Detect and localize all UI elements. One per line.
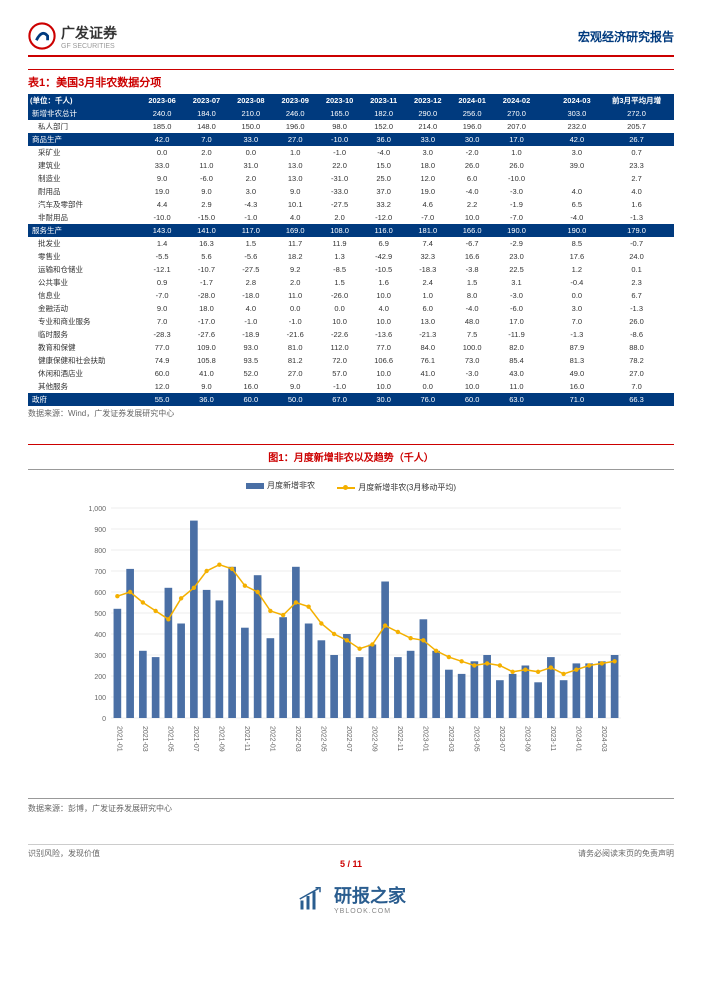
footer-left: 识别风险，发现价值 bbox=[28, 848, 100, 859]
brand-en: GF SECURITIES bbox=[61, 43, 117, 50]
page-number: 5 / 11 bbox=[28, 859, 674, 869]
brand-name: 广发证券 bbox=[61, 23, 117, 43]
watermark-name: 研报之家 bbox=[334, 882, 406, 908]
svg-text:100: 100 bbox=[94, 695, 106, 702]
svg-text:700: 700 bbox=[94, 569, 106, 576]
svg-text:2022-03: 2022-03 bbox=[294, 726, 301, 752]
watermark-url: YBLOOK.COM bbox=[334, 908, 406, 915]
report-type: 宏观经济研究报告 bbox=[578, 28, 674, 45]
chart-svg: 0 100 200 300 400 500 600 700 800 900 1,000 2021-01… bbox=[71, 498, 631, 788]
svg-text:2023-07: 2023-07 bbox=[498, 726, 505, 752]
logo: 广发证券 GF SECURITIES bbox=[28, 22, 117, 50]
legend-bar-icon bbox=[246, 483, 264, 489]
gf-logo-icon bbox=[28, 22, 56, 50]
page-header: 广发证券 GF SECURITIES 宏观经济研究报告 bbox=[28, 22, 674, 57]
table-source: 数据来源：Wind，广发证券发展研究中心 bbox=[28, 408, 674, 419]
legend-line-icon bbox=[337, 487, 355, 489]
table-title: 表1：美国3月非农数据分项 bbox=[28, 69, 674, 90]
svg-text:400: 400 bbox=[94, 632, 106, 639]
data-table: (单位：千人)2023-062023-072023-082023-092023-… bbox=[28, 94, 674, 406]
watermark-icon bbox=[296, 884, 326, 914]
svg-text:1,000: 1,000 bbox=[88, 506, 106, 513]
chart-source: 数据来源：彭博，广发证券发展研究中心 bbox=[28, 803, 674, 814]
svg-text:2021-11: 2021-11 bbox=[243, 726, 250, 751]
page-footer: 识别风险，发现价值 请务必阅读末页的免责声明 bbox=[28, 844, 674, 859]
svg-text:2021-01: 2021-01 bbox=[115, 726, 122, 752]
legend-bar-label: 月度新增非农 bbox=[267, 480, 315, 491]
footer-right: 请务必阅读末页的免责声明 bbox=[578, 848, 674, 859]
svg-text:2024-03: 2024-03 bbox=[600, 726, 607, 752]
svg-text:2021-03: 2021-03 bbox=[141, 726, 148, 752]
svg-text:2021-05: 2021-05 bbox=[166, 726, 173, 752]
svg-text:2022-01: 2022-01 bbox=[268, 726, 275, 752]
svg-text:2023-11: 2023-11 bbox=[549, 726, 556, 751]
svg-text:2023-09: 2023-09 bbox=[523, 726, 530, 752]
legend-line-label: 月度新增非农(3月移动平均) bbox=[358, 482, 456, 493]
svg-text:2022-09: 2022-09 bbox=[370, 726, 377, 752]
chart-legend: 月度新增非农 月度新增非农(3月移动平均) bbox=[28, 480, 674, 493]
watermark: 研报之家 YBLOOK.COM bbox=[28, 874, 674, 923]
svg-text:2024-01: 2024-01 bbox=[574, 726, 581, 752]
svg-text:800: 800 bbox=[94, 548, 106, 555]
svg-text:2023-01: 2023-01 bbox=[421, 726, 428, 752]
svg-text:2022-05: 2022-05 bbox=[319, 726, 326, 752]
svg-text:2023-03: 2023-03 bbox=[447, 726, 454, 752]
chart-container: 月度新增非农 月度新增非农(3月移动平均) 0 100 200 300 400 500 60… bbox=[28, 469, 674, 799]
svg-text:2022-11: 2022-11 bbox=[396, 726, 403, 751]
svg-text:200: 200 bbox=[94, 674, 106, 681]
svg-text:300: 300 bbox=[94, 653, 106, 660]
svg-text:2023-05: 2023-05 bbox=[472, 726, 479, 752]
svg-text:900: 900 bbox=[94, 527, 106, 534]
svg-text:500: 500 bbox=[94, 611, 106, 618]
chart-title: 图1：月度新增非农以及趋势（千人） bbox=[28, 444, 674, 464]
svg-text:2021-07: 2021-07 bbox=[192, 726, 199, 752]
svg-text:0: 0 bbox=[102, 716, 106, 723]
svg-text:600: 600 bbox=[94, 590, 106, 597]
svg-text:2021-09: 2021-09 bbox=[217, 726, 224, 752]
svg-text:2022-07: 2022-07 bbox=[345, 726, 352, 752]
